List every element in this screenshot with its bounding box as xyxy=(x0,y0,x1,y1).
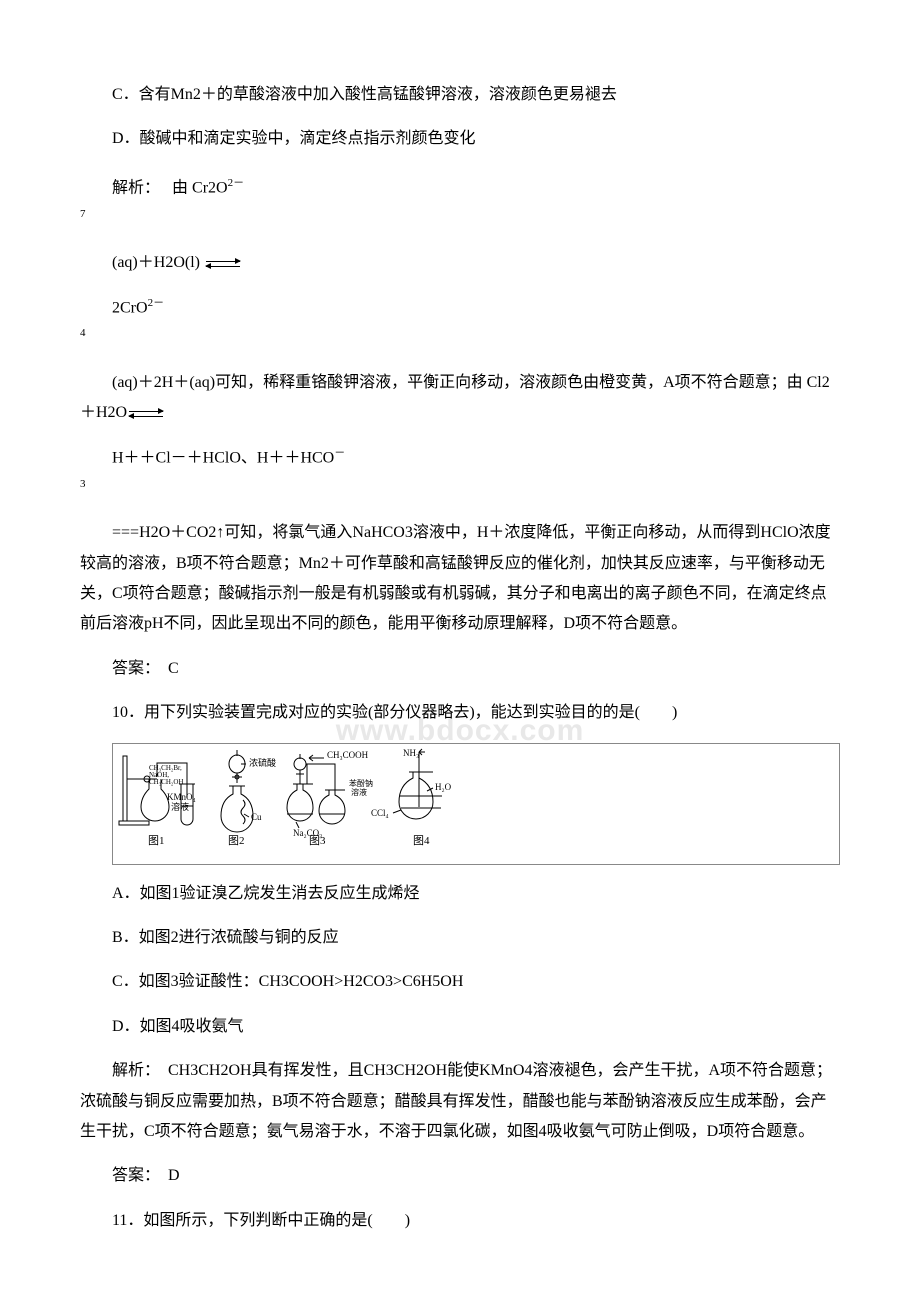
fig-label-3: 图3 xyxy=(309,834,326,847)
equation-1: (aq)＋H2O(l) xyxy=(80,248,840,278)
equilibrium-arrow-icon xyxy=(206,259,240,269)
question-11: 11．如图所示，下列判断中正确的是( ) xyxy=(80,1206,840,1236)
hclo-line: H＋＋Cl－＋HClO、H＋＋HCO－ 3 xyxy=(80,443,840,504)
option-d: D．酸碱中和滴定实验中，滴定终点指示剂颜色变化 xyxy=(80,124,840,154)
fig-nongliu: 浓硫酸 xyxy=(249,757,276,768)
fig-label-4: 图4 xyxy=(413,834,430,847)
fig-nh3: NH₃ xyxy=(403,748,419,758)
explanation-para-1: (aq)＋2H＋(aq)可知，稀释重铬酸钾溶液，平衡正向移动，溶液颜色由橙变黄，… xyxy=(80,368,840,429)
fig-ccl4: CCl₄ xyxy=(371,808,389,818)
eq1-left: (aq)＋H2O(l) xyxy=(112,254,200,271)
fig-benfen1: 苯酚钠 xyxy=(349,778,373,788)
fig-label-2: 图2 xyxy=(228,834,245,847)
explanation-para-2: ===H2O＋CO2↑可知，将氯气通入NaHCO3溶液中，H＋浓度降低，平衡正向… xyxy=(80,518,840,640)
fig-kmno4b: 溶液 xyxy=(171,801,189,812)
fig-ch3cooh: CH₃COOH xyxy=(327,750,369,760)
fig-mix-c: CH₃CH₂OH xyxy=(149,778,183,786)
p1-text: (aq)＋2H＋(aq)可知，稀释重铬酸钾溶液，平衡正向移动，溶液颜色由橙变黄，… xyxy=(80,374,830,421)
fig-cu: Cu xyxy=(251,812,262,822)
q10-option-a: A．如图1验证溴乙烷发生消去反应生成烯烃 xyxy=(80,879,840,909)
q10-answer: 答案： D xyxy=(80,1161,840,1191)
fig-label-1: 图1 xyxy=(148,834,165,847)
apparatus-figure: CH₃CH₂Br, NaOH, CH₃CH₂OH KMnO₄ 溶液 图1 浓硫酸… xyxy=(112,743,840,865)
equilibrium-arrow-icon xyxy=(129,409,163,419)
answer-c: 答案： C xyxy=(80,654,840,684)
option-c: C．含有Mn2＋的草酸溶液中加入酸性高锰酸钾溶液，溶液颜色更易褪去 xyxy=(80,80,840,110)
fig-benfen2: 溶液 xyxy=(351,787,367,797)
q10-explanation: 解析： CH3CH2OH具有挥发性，且CH3CH2OH能使KMnO4溶液褪色，会… xyxy=(80,1056,840,1147)
question-10: 10．用下列实验装置完成对应的实验(部分仪器略去)，能达到实验目的的是( ) xyxy=(80,698,840,728)
explanation-line-1: 解析： 由 Cr2O2－ 7 xyxy=(80,173,840,234)
q10-option-c: C．如图3验证酸性：CH3COOH>H2CO3>C6H5OH xyxy=(80,967,840,997)
equation-1-right: 2CrO2－ 4 xyxy=(80,293,840,354)
eq1-right: 2CrO xyxy=(112,299,148,316)
fig-h2o: H₂O xyxy=(435,782,452,792)
label-jiexi: 解析： xyxy=(112,179,160,196)
q10-option-b: B．如图2进行浓硫酸与铜的反应 xyxy=(80,923,840,953)
hclo-prefix: H＋＋Cl－＋HClO、H＋＋HCO xyxy=(112,449,334,466)
fig-kmno4: KMnO₄ xyxy=(167,792,196,802)
text-cr2o: 由 Cr2O xyxy=(172,179,228,196)
apparatus-svg: CH₃CH₂Br, NaOH, CH₃CH₂OH KMnO₄ 溶液 图1 浓硫酸… xyxy=(113,744,468,864)
q10-option-d: D．如图4吸收氨气 xyxy=(80,1012,840,1042)
